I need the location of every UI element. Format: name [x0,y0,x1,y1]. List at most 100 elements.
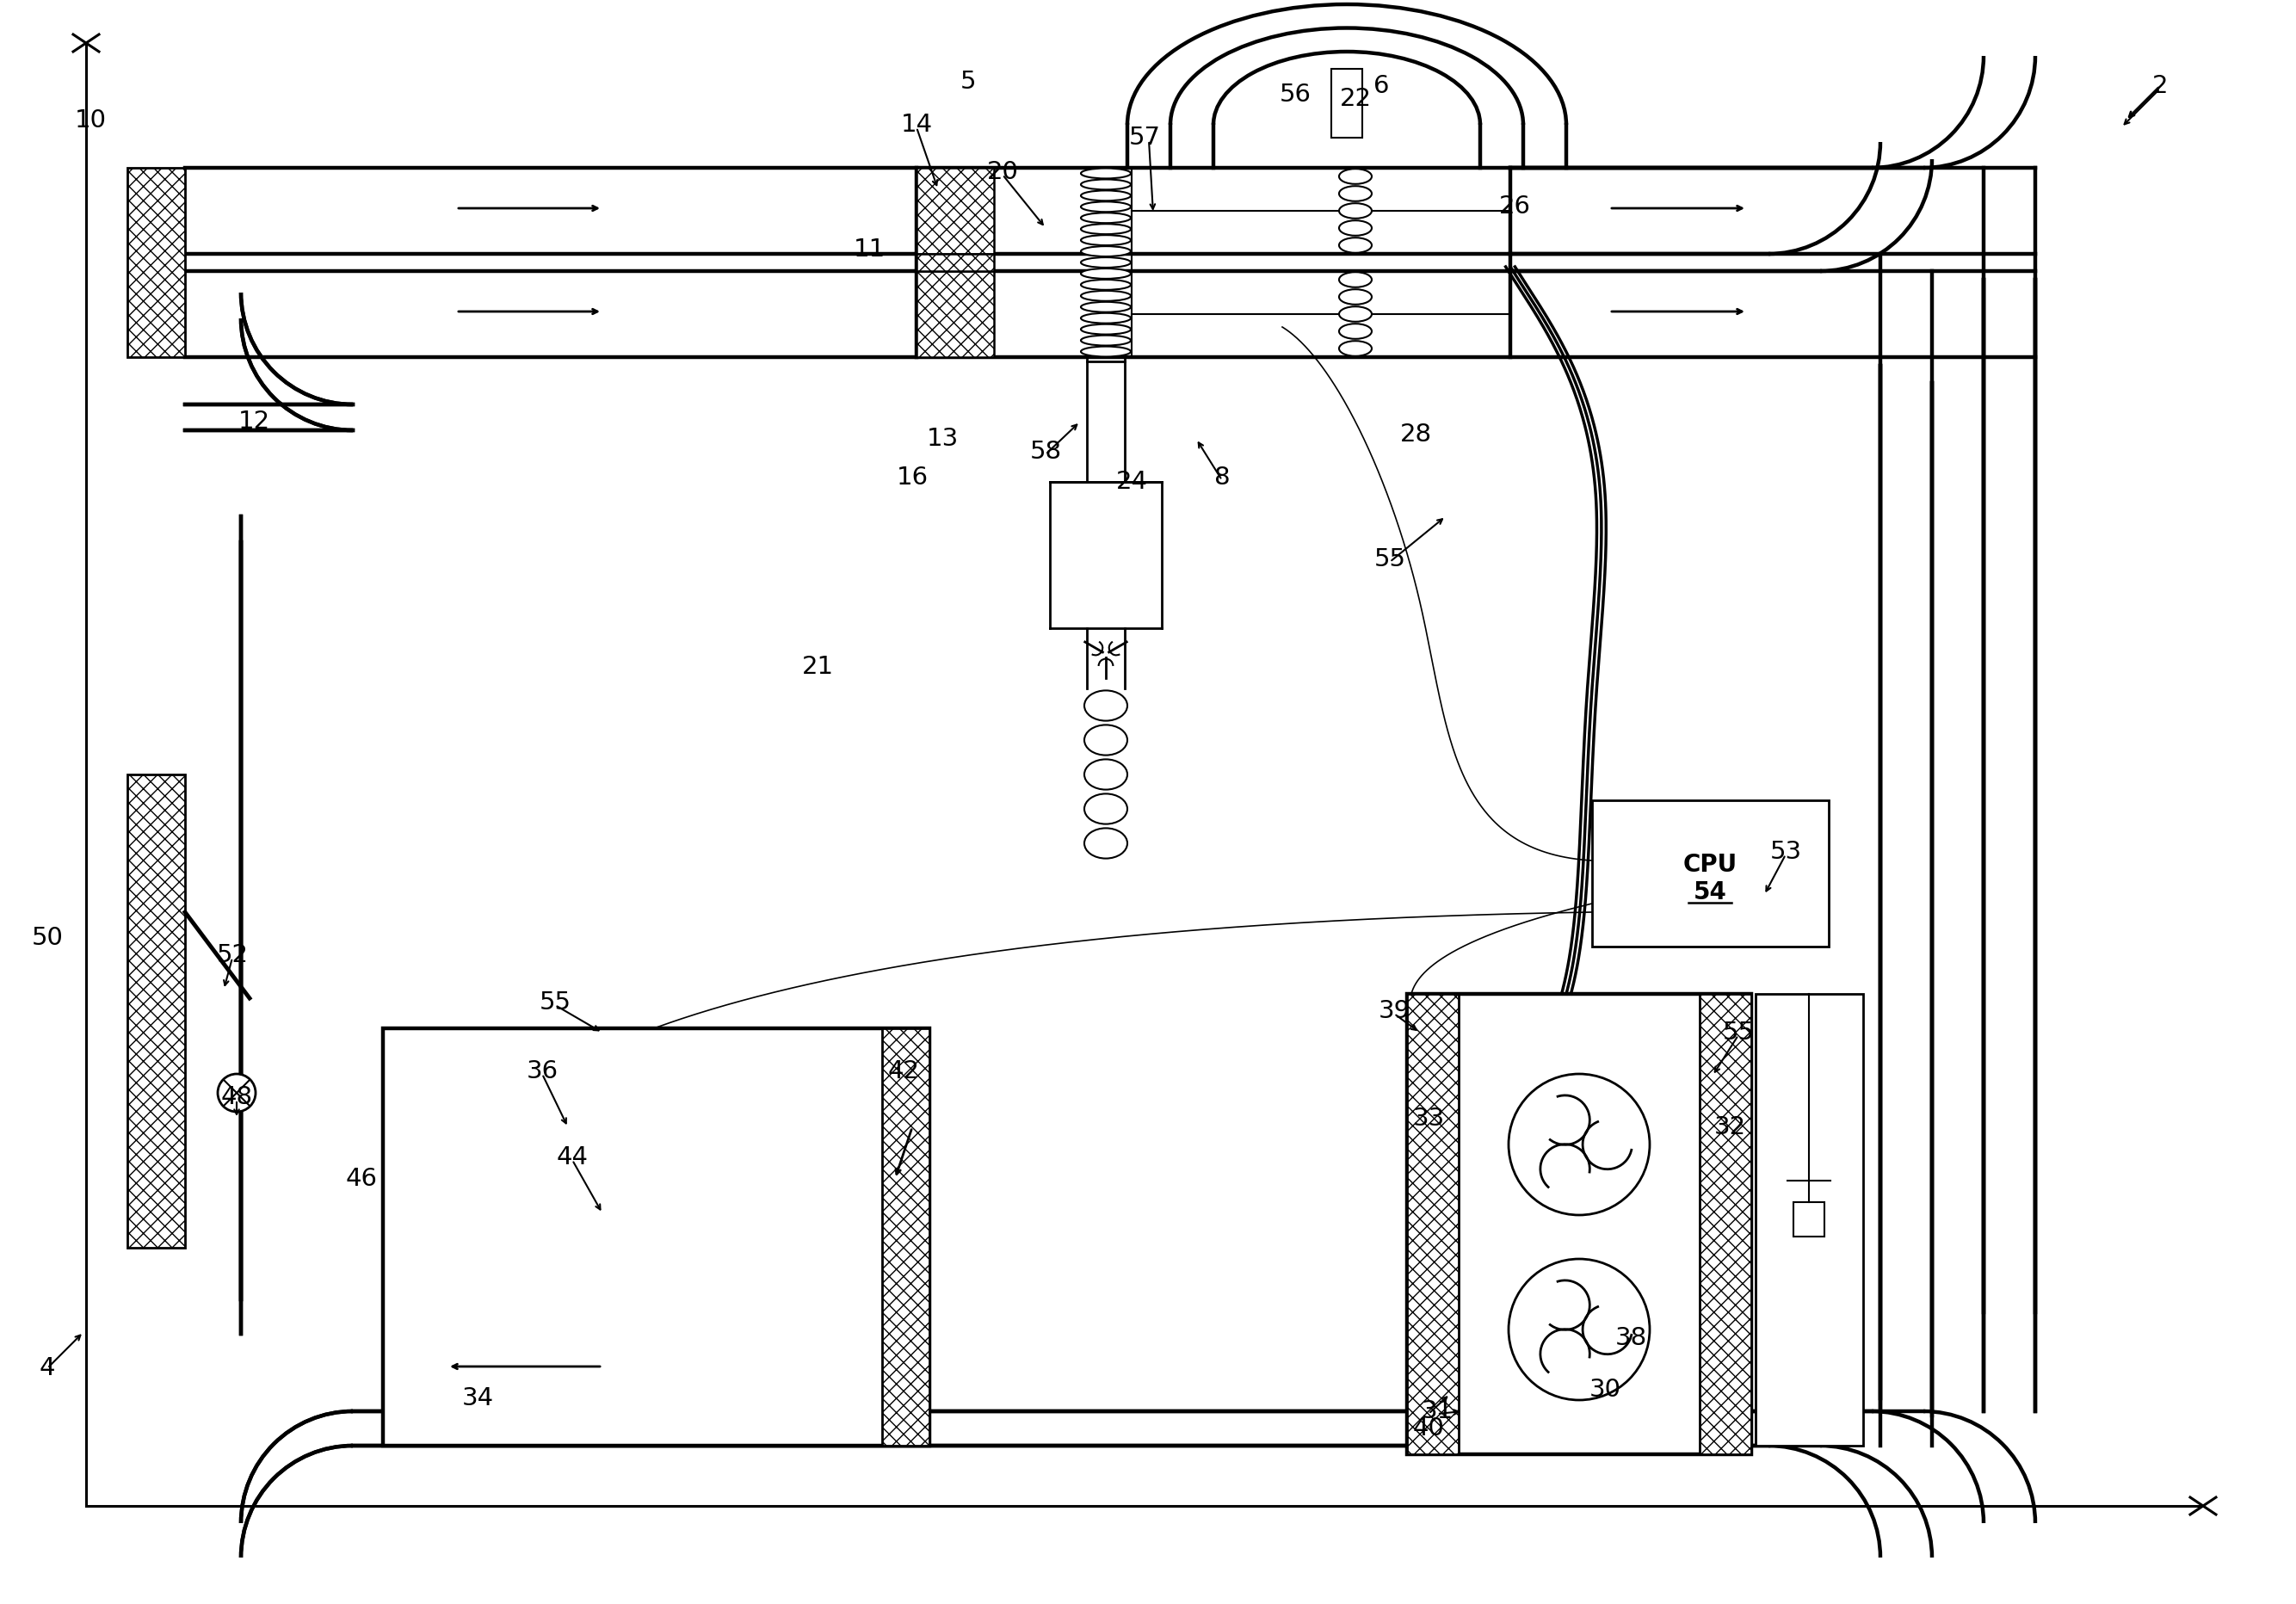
Bar [126,168,186,358]
Circle shape [218,1075,255,1112]
Bar [916,253,994,271]
Ellipse shape [1339,237,1371,253]
Text: 4: 4 [39,1355,55,1381]
Bar [383,1028,930,1445]
Text: 12: 12 [239,409,271,433]
Text: 2: 2 [2151,74,2167,98]
Bar [916,168,994,253]
Text: 55: 55 [1373,547,1405,571]
Text: 36: 36 [526,1059,558,1083]
Bar [1591,800,1828,946]
Bar [1699,994,1752,1455]
Text: 11: 11 [854,237,886,261]
Text: 26: 26 [1499,194,1531,218]
Ellipse shape [1339,220,1371,236]
Text: 56: 56 [1279,83,1311,107]
Bar [1332,69,1362,138]
Ellipse shape [1081,168,1132,178]
Text: 40: 40 [1412,1416,1444,1440]
Text: 10: 10 [73,109,106,133]
Text: 58: 58 [1029,439,1061,464]
Text: CPU: CPU [1683,853,1738,877]
Text: 34: 34 [461,1386,494,1410]
Text: 5: 5 [960,69,976,93]
Ellipse shape [1081,191,1132,200]
Ellipse shape [1081,324,1132,334]
Bar [1407,994,1458,1455]
Bar [916,271,994,358]
Text: 55: 55 [1722,1020,1754,1044]
Ellipse shape [1339,186,1371,200]
Ellipse shape [1084,725,1127,755]
Bar [126,168,186,358]
Ellipse shape [1084,794,1127,824]
Text: 42: 42 [889,1059,918,1083]
Text: 22: 22 [1339,87,1371,111]
Text: 46: 46 [344,1166,377,1190]
Ellipse shape [1081,202,1132,212]
Bar [1699,994,1752,1455]
Ellipse shape [1081,279,1132,290]
Ellipse shape [1084,759,1127,789]
Text: 14: 14 [900,112,932,136]
Ellipse shape [1339,306,1371,322]
Bar [882,1028,930,1445]
Text: 48: 48 [220,1086,253,1110]
Ellipse shape [1084,828,1127,858]
Bar [126,775,186,1248]
Text: 55: 55 [540,990,572,1015]
Ellipse shape [1081,335,1132,345]
Bar [882,1028,930,1445]
Text: 13: 13 [925,427,957,451]
Text: 31: 31 [1421,1399,1453,1423]
Bar [1793,1201,1825,1237]
Text: 24: 24 [1116,470,1148,494]
Text: 32: 32 [1713,1115,1745,1139]
Text: 6: 6 [1373,74,1389,98]
Ellipse shape [1081,313,1132,324]
Ellipse shape [1081,245,1132,257]
Ellipse shape [1081,268,1132,279]
Text: 8: 8 [1215,465,1231,489]
Text: 39: 39 [1378,999,1410,1023]
Bar [1756,994,1862,1445]
Ellipse shape [1081,290,1132,302]
Ellipse shape [1339,342,1371,356]
Ellipse shape [1081,257,1132,268]
Text: 52: 52 [216,943,248,967]
Circle shape [1508,1259,1651,1400]
Ellipse shape [1081,225,1132,234]
Bar [1407,994,1752,1455]
Text: 54: 54 [1692,881,1727,905]
Text: 28: 28 [1401,422,1433,446]
Text: 20: 20 [987,160,1019,184]
Ellipse shape [1339,168,1371,184]
Text: 57: 57 [1130,125,1159,149]
Ellipse shape [1081,213,1132,223]
Ellipse shape [1339,324,1371,338]
Ellipse shape [1081,180,1132,189]
Text: 33: 33 [1412,1107,1444,1131]
Bar [916,271,1511,358]
Text: 50: 50 [32,926,64,950]
Ellipse shape [1081,302,1132,313]
Text: 16: 16 [895,465,928,489]
Text: 53: 53 [1770,840,1802,865]
Bar [916,253,994,271]
Ellipse shape [1339,204,1371,218]
Ellipse shape [1084,690,1127,720]
Ellipse shape [1081,346,1132,356]
Bar [126,775,186,1248]
Bar [916,168,1511,253]
Text: 38: 38 [1614,1327,1646,1351]
Bar [1407,994,1458,1455]
Text: 21: 21 [801,654,833,678]
Text: 30: 30 [1589,1378,1621,1402]
Ellipse shape [1339,289,1371,305]
Ellipse shape [1339,273,1371,287]
Text: 44: 44 [556,1145,588,1169]
Circle shape [1508,1075,1651,1216]
Bar [916,168,994,253]
Ellipse shape [1081,236,1132,245]
Bar [916,271,994,358]
